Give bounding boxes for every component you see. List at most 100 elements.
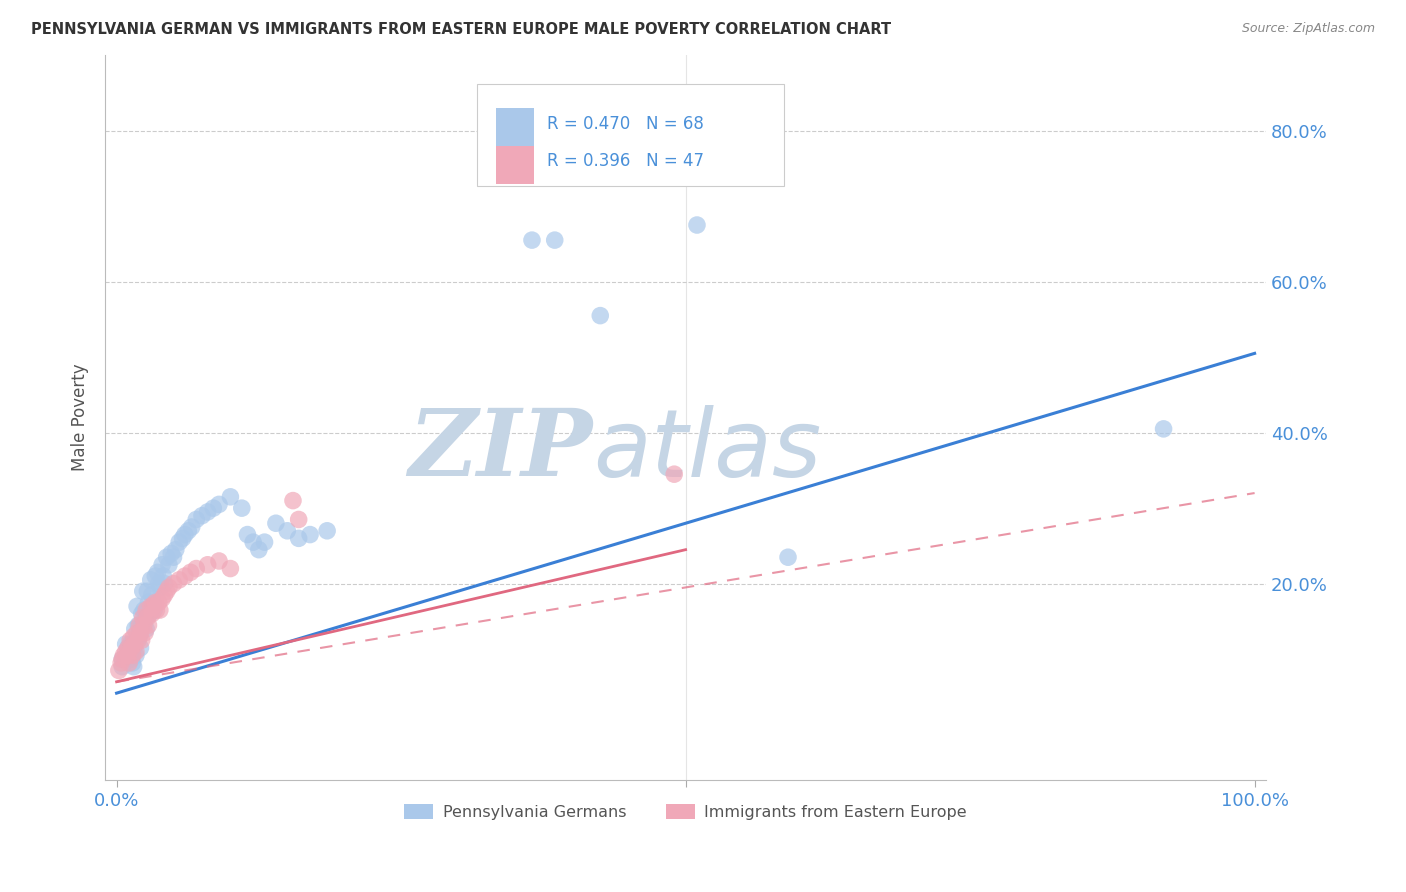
Point bbox=[148, 595, 170, 609]
Point bbox=[231, 501, 253, 516]
Point bbox=[186, 561, 208, 575]
Point bbox=[112, 648, 135, 663]
Point bbox=[117, 640, 139, 655]
Point bbox=[264, 516, 287, 531]
Point bbox=[110, 656, 132, 670]
Point bbox=[173, 527, 195, 541]
Point bbox=[776, 550, 799, 565]
Point bbox=[150, 591, 173, 606]
Point bbox=[120, 633, 142, 648]
Point bbox=[125, 599, 148, 614]
Point bbox=[316, 524, 339, 538]
Point bbox=[134, 625, 156, 640]
Point bbox=[197, 558, 219, 572]
Point bbox=[139, 599, 162, 614]
Point bbox=[122, 630, 145, 644]
Point bbox=[162, 550, 184, 565]
Point bbox=[111, 652, 134, 666]
Point bbox=[111, 652, 134, 666]
Point bbox=[492, 128, 515, 142]
Point bbox=[136, 584, 159, 599]
Text: R = 0.396   N = 47: R = 0.396 N = 47 bbox=[547, 153, 704, 170]
Point bbox=[299, 527, 322, 541]
Point bbox=[153, 576, 176, 591]
Point bbox=[145, 603, 167, 617]
Point bbox=[131, 618, 153, 632]
Point bbox=[114, 637, 136, 651]
Point bbox=[149, 581, 172, 595]
Point bbox=[117, 648, 139, 663]
Point bbox=[138, 607, 160, 621]
Point bbox=[135, 622, 157, 636]
Point bbox=[146, 566, 169, 580]
Point bbox=[156, 584, 179, 599]
Point bbox=[173, 569, 195, 583]
Point bbox=[134, 610, 156, 624]
Point bbox=[143, 595, 166, 609]
Point bbox=[132, 618, 155, 632]
Point bbox=[589, 309, 612, 323]
Point bbox=[242, 535, 264, 549]
Point bbox=[127, 633, 149, 648]
Point bbox=[287, 512, 309, 526]
FancyBboxPatch shape bbox=[496, 146, 533, 184]
Text: PENNSYLVANIA GERMAN VS IMMIGRANTS FROM EASTERN EUROPE MALE POVERTY CORRELATION C: PENNSYLVANIA GERMAN VS IMMIGRANTS FROM E… bbox=[31, 22, 891, 37]
Point bbox=[131, 607, 153, 621]
Point bbox=[197, 505, 219, 519]
Point bbox=[1153, 422, 1175, 436]
Point bbox=[124, 637, 146, 651]
Point bbox=[117, 640, 139, 655]
Point bbox=[520, 233, 543, 247]
Point bbox=[177, 524, 200, 538]
Point bbox=[120, 652, 142, 666]
Point bbox=[121, 648, 143, 663]
Point bbox=[686, 218, 709, 232]
Point bbox=[247, 542, 270, 557]
Point bbox=[208, 497, 231, 511]
Point bbox=[157, 558, 180, 572]
Point bbox=[124, 622, 146, 636]
Text: ZIP: ZIP bbox=[409, 405, 593, 495]
Point bbox=[142, 595, 165, 609]
Point bbox=[202, 501, 225, 516]
Point bbox=[121, 656, 143, 670]
Point bbox=[118, 656, 141, 670]
Point bbox=[191, 508, 214, 523]
Point bbox=[276, 524, 298, 538]
Point bbox=[219, 561, 242, 575]
Point bbox=[114, 644, 136, 658]
Point bbox=[167, 573, 190, 587]
Point bbox=[141, 607, 163, 621]
Point bbox=[150, 558, 173, 572]
Legend: Pennsylvania Germans, Immigrants from Eastern Europe: Pennsylvania Germans, Immigrants from Ea… bbox=[398, 798, 973, 826]
Point bbox=[111, 659, 134, 673]
Point bbox=[108, 664, 131, 678]
Point bbox=[180, 520, 202, 534]
Point bbox=[138, 618, 160, 632]
Point bbox=[152, 569, 174, 583]
Point bbox=[664, 467, 686, 482]
Point bbox=[157, 581, 180, 595]
Point bbox=[128, 630, 150, 644]
Point bbox=[122, 659, 145, 673]
Point bbox=[219, 490, 242, 504]
Point bbox=[138, 595, 160, 609]
Point bbox=[125, 625, 148, 640]
Point bbox=[253, 535, 276, 549]
Point bbox=[135, 603, 157, 617]
Text: atlas: atlas bbox=[593, 405, 821, 496]
Y-axis label: Male Poverty: Male Poverty bbox=[72, 364, 89, 471]
Point bbox=[148, 576, 170, 591]
Point bbox=[186, 512, 208, 526]
Point bbox=[167, 535, 190, 549]
Point bbox=[149, 603, 172, 617]
Point bbox=[128, 618, 150, 632]
Point bbox=[172, 532, 194, 546]
Point bbox=[127, 618, 149, 632]
Point bbox=[160, 546, 183, 560]
Point bbox=[156, 550, 179, 565]
Point bbox=[287, 532, 309, 546]
Point bbox=[139, 573, 162, 587]
Point bbox=[122, 640, 145, 655]
Point bbox=[165, 542, 187, 557]
